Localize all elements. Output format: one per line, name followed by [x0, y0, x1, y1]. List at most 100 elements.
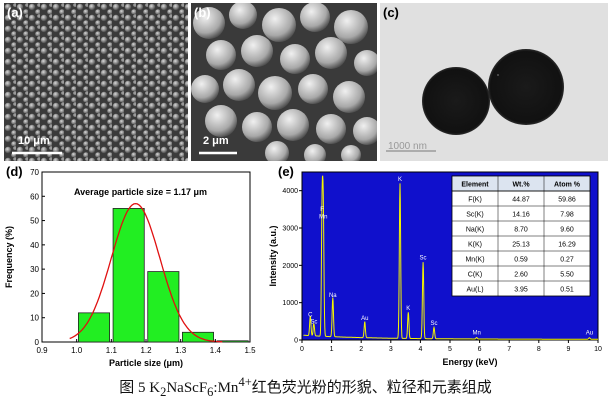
- tem-particles: [380, 3, 608, 161]
- table-cell-5-1: 2.60: [514, 272, 528, 279]
- y-tick-label-1: 1000: [282, 300, 298, 307]
- table-cell-1-2: 7.98: [560, 212, 574, 219]
- scale-text-c: 1000 nm: [388, 141, 427, 152]
- x-tick-label-8: 8: [537, 346, 541, 353]
- table-cell-4-1: 0.59: [514, 257, 528, 264]
- x-tick-label-1: 1: [330, 346, 334, 353]
- table-cell-4-0: Mn(K): [465, 257, 484, 264]
- y-tick-label-0: 0: [35, 338, 40, 347]
- y-tick-label-0: 0: [294, 338, 298, 345]
- peak-label-2: F: [320, 207, 324, 213]
- x-tick-label-10: 10: [594, 346, 602, 353]
- x-tick-label-6: 6: [478, 346, 482, 353]
- average-size-annotation: Average particle size = 1.17 μm: [74, 187, 207, 197]
- x-tick-label-2: 2: [359, 346, 363, 353]
- x-tick-label-0: 0.9: [36, 346, 48, 355]
- caption-mid1: NaScF: [166, 380, 208, 396]
- histogram-chart: 0.9 1.0 1.1 1.2 1.3 1.4 1.5 0 10 20 30 40 50 60 70 Part…: [4, 168, 256, 368]
- caption-sub1: 2: [160, 385, 167, 399]
- table-cell-2-0: Na(K): [466, 227, 484, 234]
- sem-texture-b: [191, 3, 377, 161]
- table-cell-0-0: F(K): [468, 197, 482, 204]
- table-cell-3-0: K(K): [468, 242, 482, 249]
- y-tick-label-4: 40: [30, 241, 39, 250]
- peak-label-4: Na: [329, 293, 337, 299]
- y-tick-label-7: 70: [30, 168, 39, 177]
- table-cell-1-0: Sc(K): [466, 212, 484, 219]
- y-tick-label-2: 2000: [282, 263, 298, 270]
- x-tick-label-4: 4: [418, 346, 422, 353]
- table-cell-6-2: 0.51: [560, 287, 574, 294]
- sem-image-b: (b) 2 μm: [191, 3, 377, 161]
- table-cell-3-1: 25.13: [512, 242, 530, 249]
- x-tick-label-9: 9: [566, 346, 570, 353]
- eds-spectrum-line: [303, 175, 598, 340]
- histogram-bar-0: [78, 312, 111, 343]
- y-tick-label-3: 3000: [282, 226, 298, 233]
- y-axis-label: Frequency (%): [4, 226, 14, 288]
- peak-label-0: C: [308, 313, 313, 319]
- scale-text-a: 10 μm: [18, 135, 50, 147]
- y-tick-label-2: 20: [30, 289, 39, 298]
- table-cell-6-1: 3.95: [514, 287, 528, 294]
- y-tick-label-5: 50: [30, 217, 39, 226]
- peak-label-5: Au: [361, 316, 368, 322]
- table-cell-2-1: 8.70: [514, 227, 528, 234]
- peak-label-9: Sc: [431, 321, 438, 327]
- gaussian-fit-curve: [69, 202, 223, 343]
- x-tick-label-5: 1.4: [210, 346, 222, 355]
- table-cell-1-1: 14.16: [512, 212, 530, 219]
- eds-panel-e: C Sc F Mn Na Au K K Sc Sc Mn Au 0 1 2 3 4 5 6 7 8 9 10 0 1000 200…: [264, 164, 610, 370]
- caption-suffix: 红色荧光粉的形貌、粒径和元素组成: [251, 380, 492, 396]
- table-cell-0-2: 59.86: [558, 197, 576, 204]
- peak-label-7: K: [406, 306, 410, 312]
- histogram-panel-d: 0.9 1.0 1.1 1.2 1.3 1.4 1.5 0 10 20 30 40 50 60 70 Part…: [0, 164, 262, 370]
- sem-image-a: (a) 10 μm: [4, 3, 188, 161]
- y-tick-label-3: 30: [30, 265, 39, 274]
- peak-label-6: K: [398, 177, 402, 183]
- table-cell-5-2: 5.50: [560, 272, 574, 279]
- x-tick-label-7: 7: [507, 346, 511, 353]
- caption-mid2: :Mn: [213, 380, 239, 396]
- peak-label-10: Mn: [472, 331, 480, 337]
- x-tick-label-6: 1.5: [244, 346, 256, 355]
- table-cell-4-2: 0.27: [560, 257, 574, 264]
- panel-label-c: (c): [383, 5, 399, 20]
- tem-image-c: (c) 1000 nm: [380, 3, 608, 161]
- plot-frame: [41, 171, 251, 343]
- caption-sup: 4+: [238, 375, 252, 389]
- panel-label-b: (b): [194, 5, 211, 20]
- caption-sub2: 6: [207, 385, 214, 399]
- x-tick-label-0: 0: [300, 346, 304, 353]
- sem-texture-a: [4, 3, 188, 161]
- table-header-0: Element: [461, 182, 489, 189]
- y-tick-label-1: 10: [30, 314, 39, 323]
- table-header-2: Atom %: [554, 182, 581, 189]
- table-cell-6-0: Au(L): [466, 287, 483, 294]
- table-cell-0-1: 44.87: [512, 197, 530, 204]
- peak-label-8: Sc: [420, 255, 427, 261]
- y-axis-label: Intensity (a.u.): [268, 225, 278, 286]
- table-cell-3-2: 16.29: [558, 242, 576, 249]
- panel-label-e: (e): [278, 164, 294, 179]
- peak-label-1: Sc: [310, 320, 317, 326]
- x-tick-label-4: 1.3: [175, 346, 187, 355]
- table-cell-5-0: C(K): [468, 272, 482, 279]
- x-tick-label-5: 5: [448, 346, 452, 353]
- x-axis-label: Energy (keV): [442, 357, 497, 367]
- x-axis-label: Particle size (μm): [109, 358, 183, 368]
- peak-label-3: Mn: [319, 214, 327, 220]
- x-tick-label-1: 1.0: [71, 346, 83, 355]
- scale-text-b: 2 μm: [203, 135, 229, 147]
- peak-label-11: Au: [586, 331, 593, 337]
- histogram-bar-2: [147, 271, 180, 343]
- y-tick-label-4: 4000: [282, 188, 298, 195]
- histogram-bar-1: [112, 208, 145, 343]
- y-tick-label-6: 60: [30, 192, 39, 201]
- table-cell-2-2: 9.60: [560, 227, 574, 234]
- caption-prefix: 图 5 K: [119, 380, 161, 396]
- panel-label-d: (d): [6, 164, 23, 179]
- panel-label-a: (a): [7, 5, 23, 20]
- table-header-1: Wt.%: [512, 182, 530, 189]
